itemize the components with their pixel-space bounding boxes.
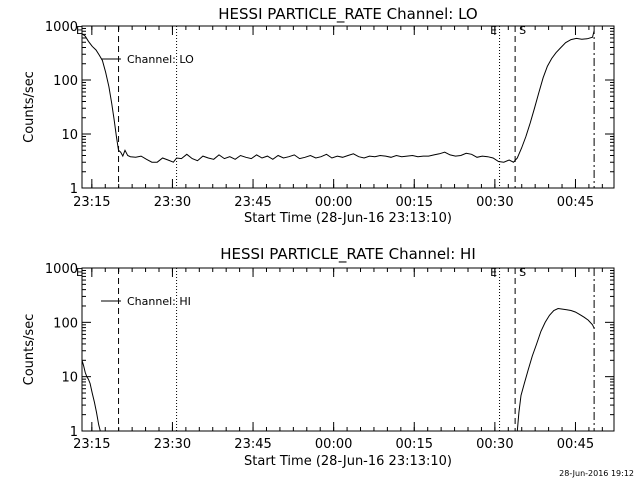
marker-label: E [490,24,497,37]
x-tick-label: 00:45 [557,437,594,452]
y-axis-label: Counts/sec [22,71,37,143]
marker-label: E [490,266,497,279]
y-tick-label: 1 [70,425,78,440]
x-tick-label: 00:15 [396,195,433,210]
x-axis-label: Start Time (28-Jun-16 23:13:10) [244,211,452,226]
x-tick-label: 23:30 [154,437,191,452]
legend-label: Channel: HI [127,295,191,308]
marker-label: E [76,266,83,279]
x-tick-label: 23:15 [73,195,110,210]
x-axis-label: Start Time (28-Jun-16 23:13:10) [244,454,452,469]
x-tick-label: 00:30 [476,437,513,452]
series-line-1-segment-2 [516,307,595,432]
y-tick-label: 100 [53,316,78,331]
y-tick-label: 10 [61,128,78,143]
marker-label: E [76,24,83,37]
y-tick-label: 1000 [45,20,78,35]
chart-panel-1: HESSI PARTICLE_RATE Channel: LO 1 10 100 100… [22,5,615,226]
x-tick-label: 00:30 [476,195,513,210]
x-tick-label: 23:15 [73,437,110,452]
y-axis-label: Counts/sec [22,314,37,386]
legend-label: Channel: LO [127,53,194,66]
x-tick-label: 00:45 [557,195,594,210]
x-tick-label: 00:00 [315,195,352,210]
y-tick-label: 1 [70,182,78,197]
y-tick-label: 100 [53,74,78,89]
x-tick-label: 23:30 [154,195,191,210]
marker-label: S [519,24,526,37]
footer-timestamp: 28-Jun-2016 19:12 [559,469,634,478]
series-line-1 [81,30,595,163]
x-tick-label: 00:15 [396,437,433,452]
x-tick-label: 23:45 [234,437,271,452]
marker-label: S [519,266,526,279]
x-tick-label: 00:00 [315,437,352,452]
y-tick-label: 10 [61,371,78,386]
x-tick-label: 23:45 [234,195,271,210]
chart-title: HESSI PARTICLE_RATE Channel: HI [220,245,476,264]
series-line-1-segment-1 [81,360,101,432]
y-tick-label: 1000 [45,262,78,277]
chart-title: HESSI PARTICLE_RATE Channel: LO [218,5,477,24]
plot-frame [81,25,615,189]
chart-panel-2: HESSI PARTICLE_RATE Channel: HI 1 10 100 100… [22,245,615,469]
